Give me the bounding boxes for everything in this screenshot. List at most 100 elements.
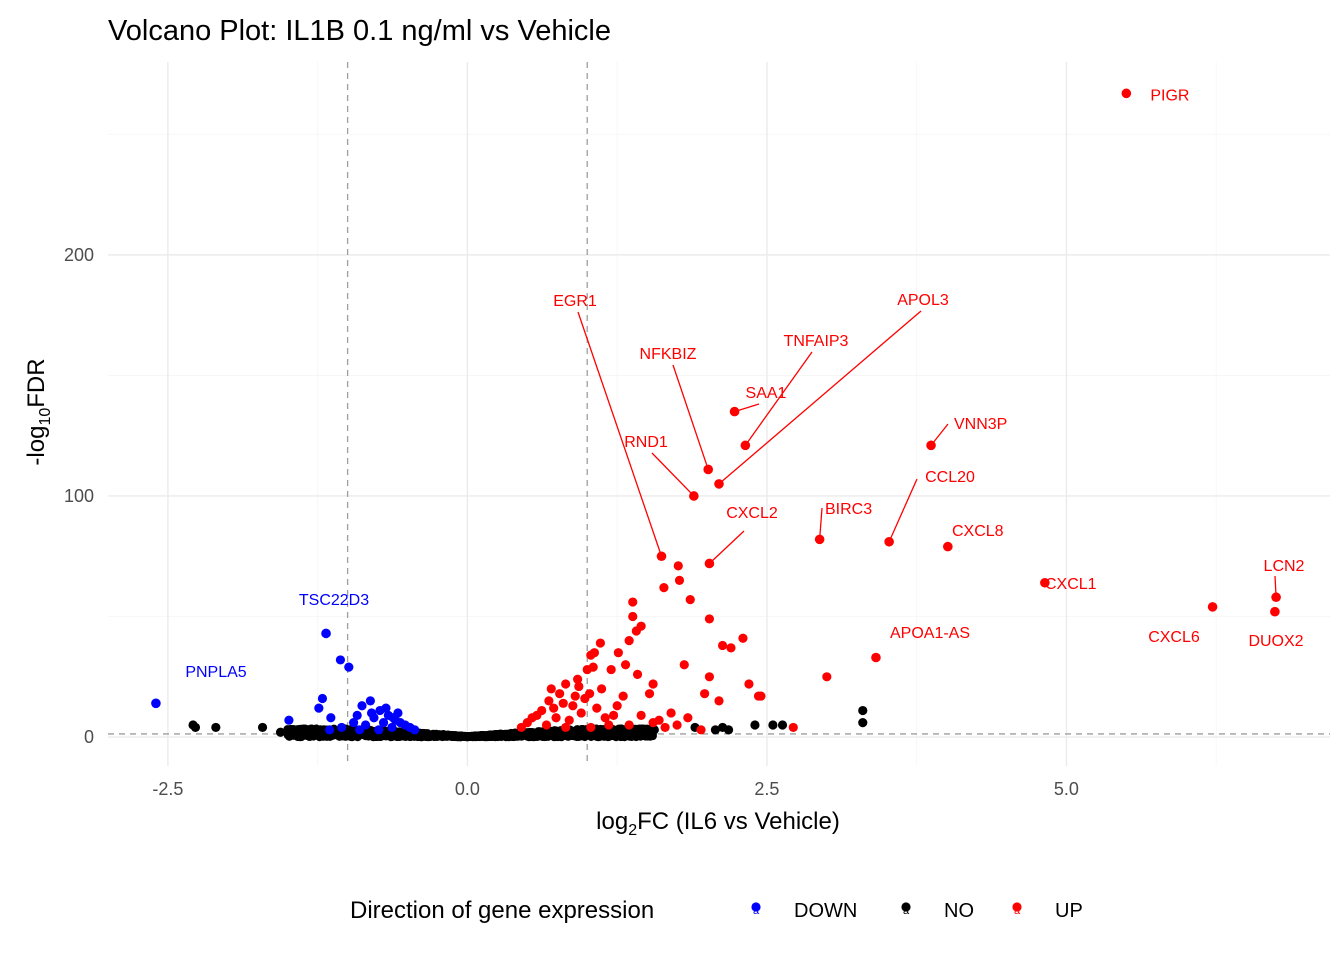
point-up — [620, 660, 631, 670]
point-up — [644, 689, 655, 699]
point-up — [648, 679, 658, 689]
legend-label: DOWN — [794, 900, 857, 922]
point-down — [354, 725, 365, 735]
point-up — [714, 696, 724, 706]
legend-item-up: a UP — [1012, 900, 1083, 922]
label-leader-line — [1274, 575, 1277, 598]
point-up — [595, 638, 605, 648]
gene-label-ccl20: CCL20 — [925, 469, 975, 486]
point-down — [388, 713, 398, 723]
point-no — [710, 725, 721, 735]
point-up — [555, 689, 565, 699]
point-up — [573, 674, 583, 684]
point-up — [628, 597, 638, 607]
point-no — [750, 720, 760, 730]
gene-label-cxcl8: CXCL8 — [952, 523, 1004, 540]
point-duox2 — [1270, 606, 1280, 617]
label-leader-line — [577, 311, 663, 557]
point-down — [326, 713, 336, 723]
point-pnpla5 — [151, 698, 161, 709]
point-up — [648, 718, 658, 728]
point-no — [190, 722, 201, 733]
gene-label-egr1: EGR1 — [553, 293, 597, 310]
x-tick-label: 5.0 — [1054, 779, 1079, 799]
point-up — [600, 713, 610, 723]
label-leader-line — [734, 403, 760, 413]
gene-label-cxcl1: CXCL1 — [1045, 576, 1097, 593]
gene-label-lcn2: LCN2 — [1264, 558, 1305, 575]
point-up — [561, 722, 571, 733]
point-up — [570, 691, 580, 701]
point-down — [352, 710, 362, 720]
grid — [108, 62, 1330, 766]
point-up — [704, 672, 715, 682]
legend-label: NO — [944, 900, 974, 922]
gene-label-pigr: PIGR — [1150, 87, 1189, 104]
data-points — [151, 88, 1281, 740]
point-up — [673, 561, 683, 571]
point-down — [410, 725, 420, 735]
label-leader-line — [651, 452, 695, 497]
legend-key — [901, 902, 911, 912]
point-up — [756, 691, 766, 701]
label-leader-line — [708, 530, 745, 564]
point-down — [344, 662, 354, 672]
gene-label-pnpla5: PNPLA5 — [185, 664, 246, 681]
point-up — [585, 689, 595, 699]
point-no — [777, 720, 788, 730]
point-up — [696, 725, 706, 735]
gene-label-tsc22d3: TSC22D3 — [299, 592, 369, 609]
point-up — [738, 633, 748, 643]
gene-label-tnfaip3: TNFAIP3 — [784, 333, 849, 350]
point-tsc22d3 — [321, 628, 331, 639]
point-no — [211, 722, 221, 733]
point-up — [589, 648, 600, 658]
gene-label-birc3: BIRC3 — [825, 501, 872, 518]
point-no — [314, 727, 324, 737]
gene-label-saa1: SAA1 — [746, 385, 787, 402]
point-up — [608, 710, 619, 720]
label-leader-line — [672, 364, 709, 470]
point-no — [606, 728, 616, 739]
point-down — [348, 718, 359, 728]
point-no — [275, 727, 286, 737]
point-down — [381, 703, 391, 713]
point-down — [378, 718, 389, 728]
point-cxcl1 — [1040, 577, 1050, 588]
point-no — [292, 725, 302, 735]
point-no — [858, 705, 868, 716]
point-down — [284, 715, 294, 725]
gene-label-apol3: APOL3 — [897, 292, 949, 309]
point-up — [822, 672, 832, 682]
point-up — [586, 722, 596, 733]
legend-key-glyph: a — [1014, 905, 1021, 917]
legend-key-glyph: a — [753, 905, 760, 917]
legend-key-glyph: a — [903, 905, 910, 917]
legend-item-no: a NO — [901, 900, 974, 922]
x-axis-title: log2FC (IL6 vs Vehicle) — [596, 808, 840, 839]
legend-title: Direction of gene expression — [350, 897, 654, 924]
gene-label-cxcl2: CXCL2 — [726, 505, 778, 522]
point-up — [549, 703, 559, 713]
point-up — [636, 710, 646, 720]
point-no — [438, 730, 449, 740]
x-axis-ticks: -2.5 0.0 2.5 5.0 — [152, 779, 1079, 799]
point-up — [679, 660, 689, 670]
threshold-lines — [108, 62, 1330, 766]
point-up — [561, 679, 571, 689]
point-up — [606, 664, 616, 675]
point-up — [516, 722, 526, 733]
point-up — [685, 595, 695, 605]
point-up — [558, 698, 568, 708]
point-no — [632, 728, 643, 739]
point-up — [628, 611, 638, 622]
y-tick-label: 100 — [64, 486, 94, 506]
gene-label-rnd1: RND1 — [624, 434, 668, 451]
point-up — [704, 614, 715, 624]
point-up — [632, 669, 643, 679]
gene-labels: PIGR EGR1 APOL3 NFKBIZ TNFAIP3 SAA1 RND1 VNN3P C… — [185, 87, 1304, 681]
point-up — [717, 640, 728, 651]
legend-label: UP — [1055, 900, 1083, 922]
point-up — [636, 621, 646, 631]
